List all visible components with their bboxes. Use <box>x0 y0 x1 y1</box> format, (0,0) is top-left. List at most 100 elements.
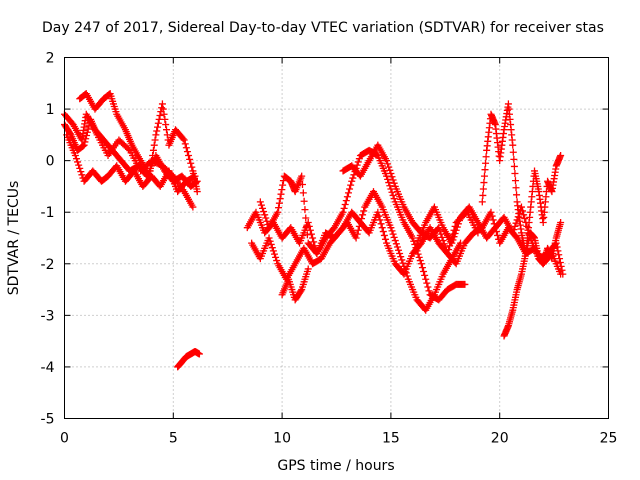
data-point <box>385 163 393 171</box>
data-point <box>360 207 368 215</box>
data-point <box>517 203 525 211</box>
data-point <box>559 270 567 278</box>
data-point <box>452 226 460 234</box>
data-point <box>152 131 160 139</box>
data-point <box>494 231 502 239</box>
data-point <box>80 141 88 149</box>
data-point <box>479 191 487 199</box>
data-point <box>520 211 528 219</box>
data-point <box>376 216 384 224</box>
data-point <box>398 256 406 264</box>
data-point <box>409 234 417 242</box>
data-point <box>386 166 394 174</box>
data-point <box>153 127 161 135</box>
data-point <box>416 257 424 265</box>
data-point <box>554 247 562 255</box>
data-point <box>304 265 312 273</box>
grid <box>64 57 609 419</box>
data-point <box>395 246 403 254</box>
data-point <box>301 206 309 214</box>
data-point <box>379 228 387 236</box>
series-track-f <box>248 188 465 314</box>
data-point <box>511 222 519 230</box>
data-point <box>397 253 405 261</box>
data-point <box>512 184 520 192</box>
data-point <box>124 145 132 153</box>
data-point <box>185 151 193 159</box>
data-point <box>420 268 428 276</box>
data-point <box>72 155 80 163</box>
data-point <box>425 287 433 295</box>
data-point <box>347 181 355 189</box>
y-tick-label: -5 <box>41 412 55 428</box>
data-point <box>266 237 274 245</box>
data-point <box>440 240 448 248</box>
data-point <box>277 190 285 198</box>
data-point <box>77 168 85 176</box>
data-point <box>159 105 167 113</box>
data-point <box>161 115 169 123</box>
data-point <box>510 226 518 234</box>
data-point <box>558 266 566 274</box>
data-point <box>297 287 305 295</box>
data-point <box>180 136 188 144</box>
data-point <box>421 271 429 279</box>
data-point <box>389 230 397 238</box>
data-point <box>76 164 84 172</box>
data-point <box>390 233 398 241</box>
data-point <box>557 219 565 227</box>
data-point <box>71 151 79 159</box>
data-point <box>310 238 318 246</box>
data-point <box>513 216 521 224</box>
data-point <box>66 130 74 138</box>
data-point <box>387 224 395 232</box>
series-track-l <box>413 203 567 278</box>
data-point <box>393 243 401 251</box>
plot-frame <box>64 57 609 419</box>
data-point <box>482 159 490 167</box>
data-point <box>391 237 399 245</box>
data-point <box>390 195 398 203</box>
data-point <box>455 217 463 225</box>
data-point <box>182 144 190 152</box>
data-point <box>352 234 360 242</box>
data-point <box>276 195 284 203</box>
data-point <box>487 208 495 216</box>
x-tick-label: 5 <box>169 431 178 447</box>
data-point <box>256 198 264 206</box>
data-point <box>349 174 357 182</box>
data-point <box>553 243 561 251</box>
series-track-h <box>278 265 312 304</box>
data-point <box>521 215 529 223</box>
data-marks <box>61 90 567 371</box>
data-point <box>303 231 311 239</box>
data-point <box>265 234 273 242</box>
data-point <box>187 159 195 167</box>
data-point <box>392 240 400 248</box>
data-point <box>396 249 404 257</box>
data-point <box>374 208 382 216</box>
data-point <box>354 226 362 234</box>
data-point <box>268 244 276 252</box>
data-point <box>275 204 283 212</box>
data-point <box>387 170 395 178</box>
data-point <box>556 258 564 266</box>
data-point <box>272 253 280 261</box>
data-point <box>149 146 157 154</box>
data-point <box>348 177 356 185</box>
data-point <box>160 110 168 118</box>
x-tick-label: 20 <box>491 431 509 447</box>
data-point <box>510 162 518 170</box>
data-point <box>513 191 521 199</box>
data-point <box>556 255 564 263</box>
data-point <box>341 200 349 208</box>
data-point <box>380 231 388 239</box>
data-point <box>453 223 461 231</box>
data-point <box>146 167 154 175</box>
data-point <box>524 226 532 234</box>
chart-title: Day 247 of 2017, Sidereal Day-to-day VTE… <box>42 20 604 36</box>
data-point <box>557 262 565 270</box>
data-point <box>525 230 533 238</box>
data-point <box>512 219 520 227</box>
data-point <box>300 197 308 205</box>
